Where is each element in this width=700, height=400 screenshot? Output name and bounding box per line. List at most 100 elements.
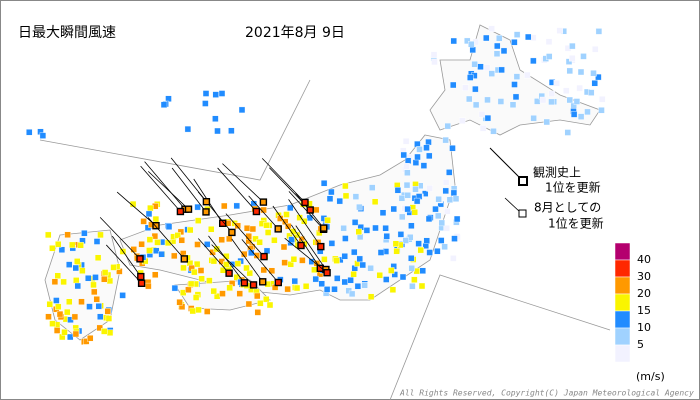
station-marker bbox=[288, 236, 295, 243]
station-marker bbox=[412, 186, 419, 193]
station-marker bbox=[214, 127, 221, 135]
station-marker bbox=[414, 153, 421, 161]
station-marker bbox=[91, 288, 98, 296]
station-marker bbox=[545, 38, 553, 45]
station-marker bbox=[198, 275, 205, 282]
station-marker bbox=[26, 129, 33, 136]
station-marker bbox=[599, 96, 606, 103]
station-marker bbox=[129, 200, 137, 208]
station-marker bbox=[498, 66, 505, 74]
station-marker bbox=[342, 235, 349, 242]
station-marker bbox=[236, 290, 243, 297]
station-marker bbox=[496, 35, 503, 42]
station-marker bbox=[511, 81, 518, 88]
station-marker bbox=[328, 240, 336, 247]
station-marker bbox=[86, 335, 94, 342]
station-marker bbox=[553, 79, 560, 87]
station-marker bbox=[194, 203, 201, 211]
record-station bbox=[202, 197, 211, 206]
station-marker bbox=[140, 218, 147, 225]
station-marker bbox=[577, 68, 585, 76]
station-marker bbox=[361, 282, 368, 289]
station-marker bbox=[223, 261, 230, 268]
station-marker bbox=[234, 222, 242, 230]
station-marker bbox=[328, 188, 335, 196]
record-station bbox=[176, 207, 185, 216]
station-marker bbox=[420, 162, 428, 169]
legend-label: 5 bbox=[637, 338, 644, 351]
station-marker bbox=[584, 108, 591, 116]
station-marker bbox=[564, 129, 571, 136]
station-marker bbox=[377, 249, 385, 256]
station-marker bbox=[101, 269, 109, 276]
station-marker bbox=[367, 265, 374, 272]
legend-swatch bbox=[614, 344, 631, 363]
station-marker bbox=[81, 229, 88, 237]
station-marker bbox=[390, 205, 397, 213]
station-marker bbox=[351, 248, 358, 256]
station-marker bbox=[402, 137, 410, 145]
station-marker bbox=[347, 277, 354, 284]
wind-direction bbox=[105, 244, 142, 284]
station-marker bbox=[233, 202, 241, 210]
record-station bbox=[297, 241, 305, 250]
station-marker bbox=[425, 138, 432, 146]
station-marker bbox=[442, 178, 450, 186]
station-marker bbox=[71, 313, 79, 321]
station-marker bbox=[340, 225, 347, 232]
station-marker bbox=[176, 299, 183, 306]
station-marker bbox=[399, 273, 407, 281]
station-marker bbox=[462, 84, 469, 91]
station-marker bbox=[478, 111, 486, 118]
station-marker bbox=[106, 329, 114, 336]
station-marker bbox=[178, 237, 186, 244]
station-marker bbox=[281, 259, 288, 266]
august-record-marker bbox=[518, 209, 527, 218]
station-marker bbox=[194, 241, 201, 248]
station-marker bbox=[403, 162, 410, 170]
record-station bbox=[137, 272, 145, 281]
station-marker bbox=[266, 301, 274, 309]
station-marker bbox=[221, 202, 228, 210]
station-marker bbox=[497, 98, 505, 105]
wind-direction bbox=[144, 161, 186, 210]
station-marker bbox=[78, 298, 85, 305]
station-marker bbox=[321, 256, 328, 263]
wind-direction bbox=[116, 191, 157, 227]
station-marker bbox=[404, 192, 411, 199]
station-marker bbox=[280, 243, 288, 251]
station-marker bbox=[318, 280, 325, 287]
station-marker bbox=[219, 290, 226, 297]
station-marker bbox=[548, 90, 555, 98]
station-marker bbox=[165, 223, 173, 230]
station-marker bbox=[151, 232, 159, 240]
legend-swatch bbox=[614, 259, 631, 278]
station-marker bbox=[388, 267, 395, 274]
station-marker bbox=[512, 93, 520, 101]
station-marker bbox=[359, 261, 366, 269]
record-station bbox=[252, 207, 261, 216]
station-marker bbox=[101, 276, 108, 283]
station-marker bbox=[425, 215, 433, 223]
station-marker bbox=[573, 98, 581, 105]
station-marker bbox=[471, 61, 478, 68]
station-marker bbox=[60, 278, 67, 286]
station-marker bbox=[208, 225, 215, 233]
stations bbox=[26, 25, 606, 345]
station-marker bbox=[240, 250, 248, 258]
station-marker bbox=[511, 39, 518, 46]
station-marker bbox=[434, 247, 441, 255]
station-marker bbox=[130, 246, 137, 253]
station-marker bbox=[591, 79, 598, 87]
station-marker bbox=[472, 85, 479, 93]
station-marker bbox=[418, 282, 426, 290]
station-marker bbox=[96, 324, 104, 332]
station-marker bbox=[412, 159, 420, 166]
station-marker bbox=[590, 69, 597, 77]
legend-label: 15 bbox=[637, 304, 651, 317]
station-marker bbox=[342, 192, 350, 200]
station-marker bbox=[192, 294, 200, 301]
annotation-text: 観測史上 bbox=[533, 166, 581, 180]
station-marker bbox=[257, 300, 264, 307]
station-marker bbox=[569, 55, 576, 62]
